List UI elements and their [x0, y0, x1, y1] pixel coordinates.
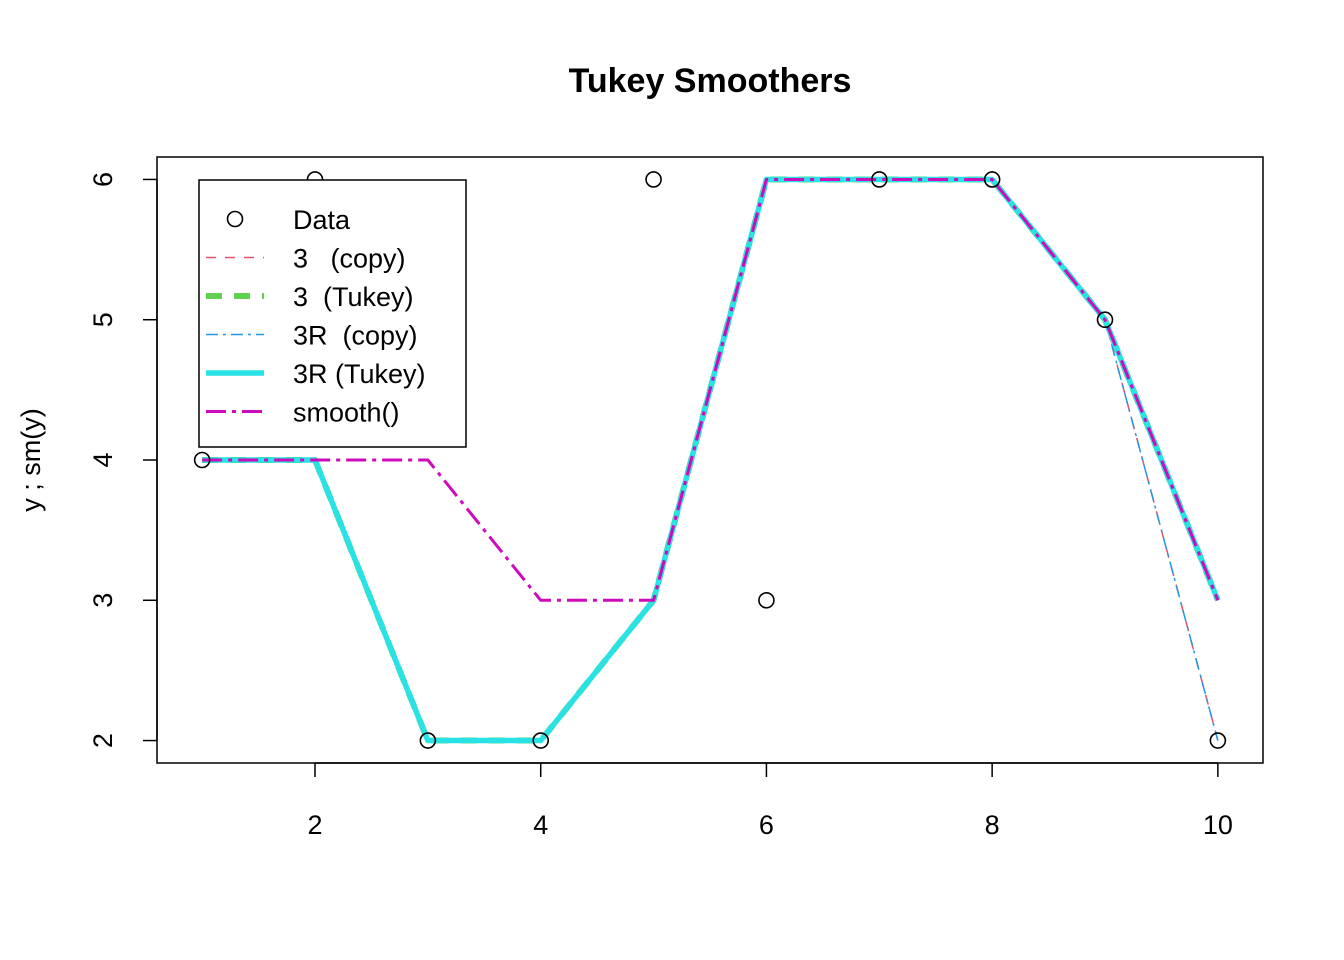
legend-label: 3 (Tukey): [293, 282, 414, 312]
series-layer: [202, 176, 1221, 744]
y-axis-label: y ; sm(y): [16, 408, 46, 511]
x-tick-label: 10: [1203, 810, 1233, 840]
y-tick-label: 6: [88, 172, 118, 187]
data-point: [758, 591, 775, 609]
data-point: [645, 171, 662, 188]
data-point: [870, 171, 888, 188]
legend-label: Data: [293, 205, 351, 235]
y-tick-label: 3: [88, 593, 118, 608]
data-point: [1096, 311, 1114, 329]
data-point: [983, 171, 1001, 188]
data-point: [193, 451, 211, 469]
legend-box: [198, 179, 467, 448]
legend-label: 3 (copy): [293, 244, 406, 274]
x-tick-label: 2: [307, 810, 322, 840]
x-tick-label: 8: [985, 810, 1000, 840]
y-tick-label: 2: [88, 733, 118, 748]
y-tick-label: 5: [88, 312, 118, 327]
legend-key: [226, 210, 244, 228]
x-tick-label: 4: [533, 810, 548, 840]
legend-label: smooth(): [293, 398, 400, 428]
data-point: [532, 732, 550, 749]
data-point: [419, 732, 437, 749]
x-axis: 2 4 6 8 10: [307, 762, 1233, 840]
x-tick-label: 6: [759, 810, 774, 840]
legend-label: 3R (Tukey): [293, 359, 426, 389]
series-line: [202, 177, 1220, 602]
legend: Data 3 (copy) 3 (Tukey) 3R (copy) 3R (Tukey)…: [198, 179, 467, 448]
data-point: [1209, 732, 1227, 749]
y-tick-label: 4: [88, 452, 118, 467]
y-axis: 2 3 4 5 6: [88, 172, 158, 748]
legend-label: 3R (copy): [293, 321, 418, 351]
chart-title: Tukey Smoothers: [569, 62, 852, 100]
